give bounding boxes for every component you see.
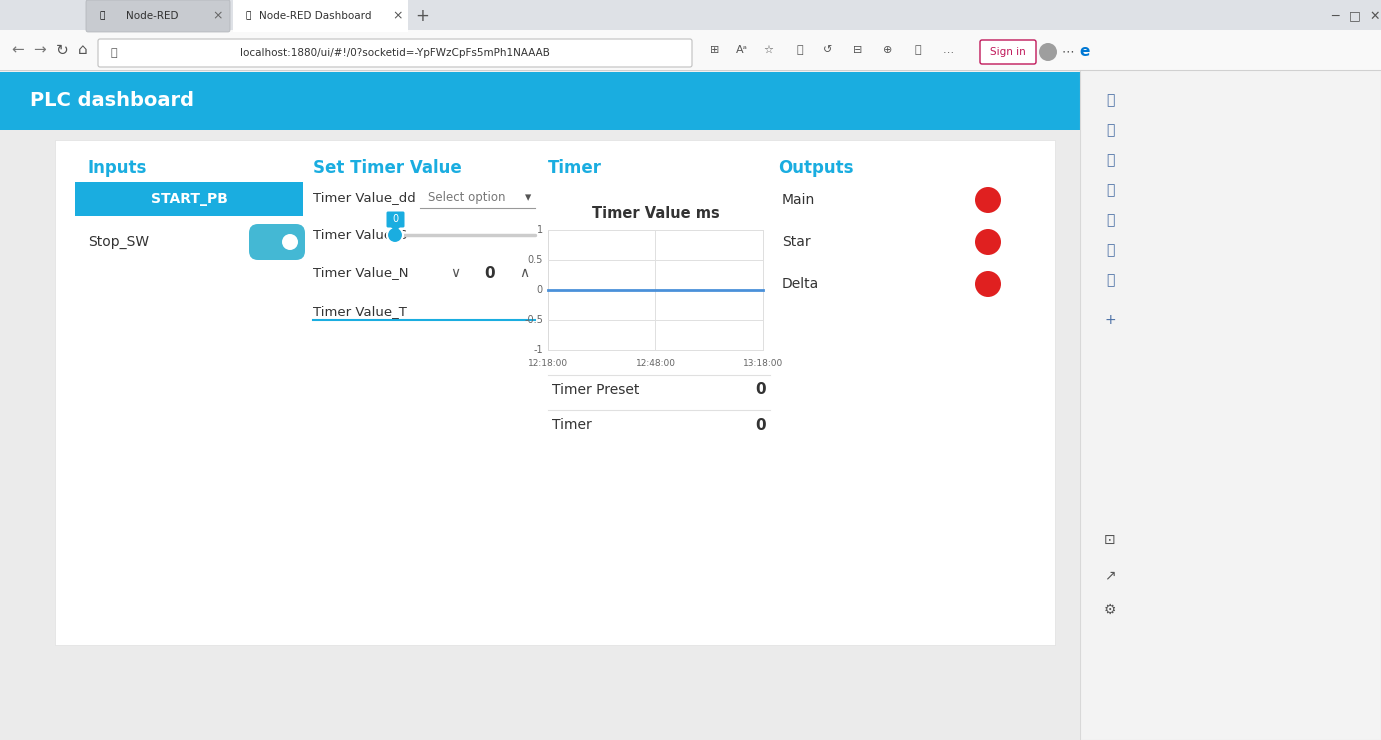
Text: Select option: Select option	[428, 192, 505, 204]
FancyBboxPatch shape	[981, 40, 1036, 64]
Text: 🗺: 🗺	[1106, 273, 1114, 287]
Text: ←: ←	[11, 42, 25, 58]
Text: Delta: Delta	[782, 277, 819, 291]
Text: Main: Main	[782, 193, 815, 207]
Text: 12:48:00: 12:48:00	[635, 359, 675, 368]
Bar	[420, 188, 534, 208]
Text: ↺: ↺	[823, 45, 833, 55]
Circle shape	[975, 229, 1001, 255]
Bar	[75, 182, 302, 216]
FancyBboxPatch shape	[98, 39, 692, 67]
Circle shape	[1039, 43, 1056, 61]
Text: 0: 0	[485, 266, 496, 280]
Text: Inputs: Inputs	[88, 159, 148, 177]
Text: Outputs: Outputs	[778, 159, 853, 177]
Text: ×: ×	[213, 10, 224, 22]
Text: 0: 0	[755, 417, 766, 432]
FancyBboxPatch shape	[387, 212, 405, 227]
Text: 0: 0	[755, 383, 766, 397]
Bar	[233, 0, 407, 32]
Text: +: +	[416, 7, 429, 25]
Text: Timer Value_N: Timer Value_N	[313, 266, 409, 280]
Text: →: →	[33, 42, 47, 58]
Text: 🔴: 🔴	[246, 12, 251, 21]
Text: ⚙: ⚙	[1103, 603, 1116, 617]
Bar	[0, 0, 1381, 30]
Bar	[1080, 70, 1381, 740]
Text: 1: 1	[537, 225, 543, 235]
Text: Aᵃ: Aᵃ	[736, 45, 749, 55]
Text: localhost:1880/ui/#!/0?socketid=-YpFWzCpFs5mPh1NAAAB: localhost:1880/ui/#!/0?socketid=-YpFWzCp…	[240, 48, 550, 58]
Text: Star: Star	[782, 235, 811, 249]
Text: +: +	[1105, 313, 1116, 327]
Text: PLC dashboard: PLC dashboard	[30, 92, 193, 110]
Text: Stop_SW: Stop_SW	[88, 235, 149, 249]
Text: 🔴: 🔴	[99, 12, 105, 21]
Text: 12:18:00: 12:18:00	[528, 359, 568, 368]
Text: Timer Value_S: Timer Value_S	[313, 229, 407, 241]
Text: 🗂: 🗂	[1106, 183, 1114, 197]
Polygon shape	[391, 226, 400, 231]
Circle shape	[975, 271, 1001, 297]
Text: 0.5: 0.5	[528, 255, 543, 265]
Text: Timer Preset: Timer Preset	[552, 383, 639, 397]
Text: ∧: ∧	[519, 266, 529, 280]
Text: Sign in: Sign in	[990, 47, 1026, 57]
Text: 🌐: 🌐	[797, 45, 804, 55]
Text: ⋯: ⋯	[1062, 45, 1074, 58]
Text: 📌: 📌	[1106, 153, 1114, 167]
Text: ⊞: ⊞	[710, 45, 720, 55]
Bar	[548, 230, 762, 350]
Text: Timer Value_dd: Timer Value_dd	[313, 192, 416, 204]
Text: START_PB: START_PB	[151, 192, 228, 206]
Text: ×: ×	[392, 10, 403, 22]
Bar	[0, 30, 1381, 70]
Circle shape	[387, 227, 403, 243]
Text: ─: ─	[1331, 10, 1338, 22]
Text: Node-RED Dashboard: Node-RED Dashboard	[258, 11, 371, 21]
Text: ⊕: ⊕	[884, 45, 892, 55]
Text: ⊡: ⊡	[1105, 533, 1116, 547]
Text: Ⓜ: Ⓜ	[1106, 243, 1114, 257]
Text: -0.5: -0.5	[525, 315, 543, 325]
Text: □: □	[1349, 10, 1360, 22]
Text: 13:18:00: 13:18:00	[743, 359, 783, 368]
Text: Timer: Timer	[552, 418, 591, 432]
Text: 🔔: 🔔	[1106, 93, 1114, 107]
Text: 👤: 👤	[1106, 213, 1114, 227]
Text: ↗: ↗	[1105, 568, 1116, 582]
FancyBboxPatch shape	[249, 224, 305, 260]
Text: e: e	[1080, 44, 1090, 59]
Bar	[0, 130, 1080, 740]
Text: Set Timer Value: Set Timer Value	[313, 159, 461, 177]
Text: 0: 0	[537, 285, 543, 295]
Text: 0: 0	[392, 214, 399, 224]
Text: Timer: Timer	[548, 159, 602, 177]
Text: ↻: ↻	[55, 42, 69, 58]
Text: ▾: ▾	[525, 192, 532, 204]
Text: -1: -1	[533, 345, 543, 355]
Text: ⊟: ⊟	[853, 45, 863, 55]
Circle shape	[975, 187, 1001, 213]
Text: Timer Value ms: Timer Value ms	[591, 206, 720, 221]
Text: …: …	[942, 45, 953, 55]
Bar	[0, 72, 1080, 130]
Text: ⌂: ⌂	[79, 42, 88, 58]
Text: 🔍: 🔍	[1106, 123, 1114, 137]
Text: ☆: ☆	[762, 45, 773, 55]
Text: ∨: ∨	[450, 266, 460, 280]
Bar	[55, 140, 1055, 645]
Text: Timer Value_T: Timer Value_T	[313, 306, 407, 318]
Text: ⓘ: ⓘ	[110, 48, 117, 58]
Bar	[0, 70, 1381, 71]
FancyBboxPatch shape	[86, 0, 231, 32]
Text: ✕: ✕	[1370, 10, 1380, 22]
Text: Node-RED: Node-RED	[126, 11, 178, 21]
Text: 🔌: 🔌	[914, 45, 921, 55]
Circle shape	[282, 234, 298, 250]
